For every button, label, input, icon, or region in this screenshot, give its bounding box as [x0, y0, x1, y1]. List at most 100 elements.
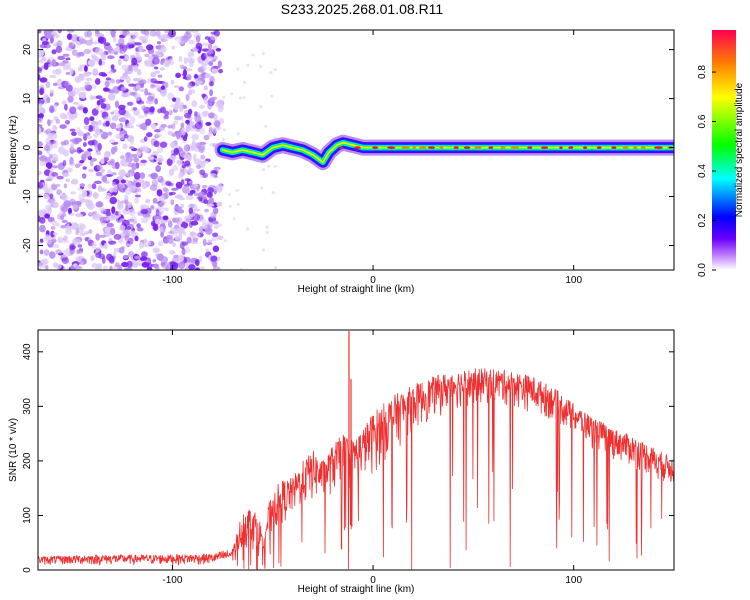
noise-blob	[156, 41, 162, 45]
noise-blob	[45, 137, 51, 145]
noise-speck	[242, 96, 246, 100]
noise-blob	[202, 221, 208, 230]
noise-blob	[139, 172, 146, 180]
noise-blob	[140, 208, 148, 215]
noise-speck	[267, 164, 270, 168]
noise-blob	[108, 92, 116, 101]
noise-blob	[94, 127, 101, 135]
noise-blob	[98, 187, 106, 192]
noise-blob	[38, 215, 41, 223]
noise-blob	[208, 97, 216, 102]
noise-blob	[51, 239, 57, 243]
noise-blob	[146, 92, 152, 96]
noise-blob	[122, 30, 127, 37]
noise-blob	[197, 191, 206, 198]
noise-blob	[63, 139, 70, 146]
noise-blob	[38, 113, 44, 119]
noise-blob	[157, 155, 164, 164]
noise-blob	[217, 60, 222, 68]
noise-blob	[150, 172, 159, 180]
noise-blob	[149, 184, 158, 192]
noise-blob	[78, 38, 87, 45]
noise-blob	[129, 146, 135, 150]
noise-blob	[118, 108, 126, 116]
noise-blob	[143, 146, 150, 154]
noise-blob	[160, 231, 165, 238]
noise-blob	[204, 58, 209, 66]
noise-blob	[175, 235, 179, 241]
noise-blob	[38, 150, 43, 156]
noise-blob	[154, 98, 159, 105]
noise-blob	[202, 172, 208, 178]
noise-blob	[101, 175, 108, 183]
noise-blob	[213, 113, 218, 122]
ridge-hotspot	[654, 146, 663, 150]
noise-blob	[124, 199, 129, 206]
noise-blob	[140, 85, 145, 89]
noise-blob	[109, 196, 117, 205]
noise-blob	[170, 141, 176, 148]
noise-speck	[261, 248, 265, 252]
noise-blob	[209, 81, 214, 87]
noise-blob	[95, 95, 103, 100]
noise-blob	[100, 158, 105, 165]
noise-blob	[166, 158, 173, 167]
noise-blob	[155, 70, 161, 74]
noise-blob	[64, 80, 70, 88]
noise-blob	[198, 255, 203, 263]
noise-speck	[245, 227, 249, 231]
noise-blob	[143, 238, 148, 244]
noise-blob	[194, 121, 203, 130]
noise-blob	[202, 42, 210, 47]
noise-blob	[38, 126, 42, 135]
noise-blob	[188, 39, 195, 45]
y-tick-label: 10	[22, 93, 33, 105]
noise-blob	[192, 237, 199, 242]
noise-blob	[88, 229, 93, 234]
noise-blob	[138, 35, 147, 41]
noise-blob	[172, 217, 176, 223]
colorbar-tick-label: 0.4	[697, 164, 708, 178]
noise-blob	[62, 172, 70, 177]
noise-blob	[132, 31, 139, 39]
noise-blob	[104, 80, 110, 88]
noise-speck	[228, 193, 232, 197]
ridge-hotspot	[500, 146, 506, 150]
noise-blob	[184, 112, 192, 119]
noise-blob	[146, 44, 154, 51]
noise-blob	[94, 266, 100, 270]
noise-blob	[109, 227, 116, 236]
noise-blob	[142, 214, 151, 218]
noise-blob	[81, 91, 86, 100]
y-tick-label: 300	[22, 398, 33, 415]
noise-blob	[100, 168, 105, 173]
noise-blob	[56, 175, 64, 180]
noise-blob	[66, 167, 73, 173]
noise-blob	[207, 101, 213, 110]
noise-blob	[210, 211, 214, 218]
noise-blob	[38, 102, 43, 110]
noise-blob	[117, 58, 122, 66]
ridge-hotspot	[622, 146, 629, 150]
noise-blob	[177, 261, 186, 270]
noise-blob	[173, 147, 180, 156]
noise-blob	[80, 262, 84, 265]
y-tick-label: -10	[22, 189, 33, 204]
noise-speck	[273, 68, 277, 72]
noise-blob	[171, 187, 179, 191]
noise-blob	[190, 121, 195, 126]
noise-blob	[155, 30, 161, 37]
noise-blob	[57, 30, 62, 34]
ridge-hotspot	[527, 146, 533, 150]
ridge-hotspot	[463, 146, 471, 150]
noise-blob	[188, 221, 193, 228]
x-tick-label: 100	[565, 575, 582, 586]
noise-blob	[178, 105, 184, 112]
noise-blob	[65, 228, 72, 235]
noise-blob	[50, 200, 55, 206]
noise-blob	[49, 74, 57, 79]
noise-blob	[125, 204, 129, 212]
ridge-hotspot	[596, 146, 602, 150]
noise-blob	[135, 50, 140, 58]
noise-blob	[62, 160, 67, 167]
